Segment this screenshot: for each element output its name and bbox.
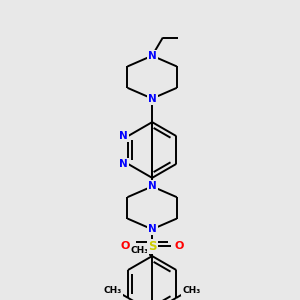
Text: CH₃: CH₃ — [130, 246, 148, 255]
Text: O: O — [174, 242, 184, 251]
Text: N: N — [148, 94, 157, 103]
Text: N: N — [148, 51, 157, 61]
Text: S: S — [148, 240, 156, 253]
Text: CH₃: CH₃ — [104, 286, 122, 295]
Text: N: N — [148, 182, 157, 191]
Text: CH₃: CH₃ — [182, 286, 200, 295]
Text: O: O — [121, 242, 130, 251]
Text: N: N — [119, 131, 128, 141]
Text: N: N — [148, 224, 157, 234]
Text: N: N — [119, 159, 128, 169]
